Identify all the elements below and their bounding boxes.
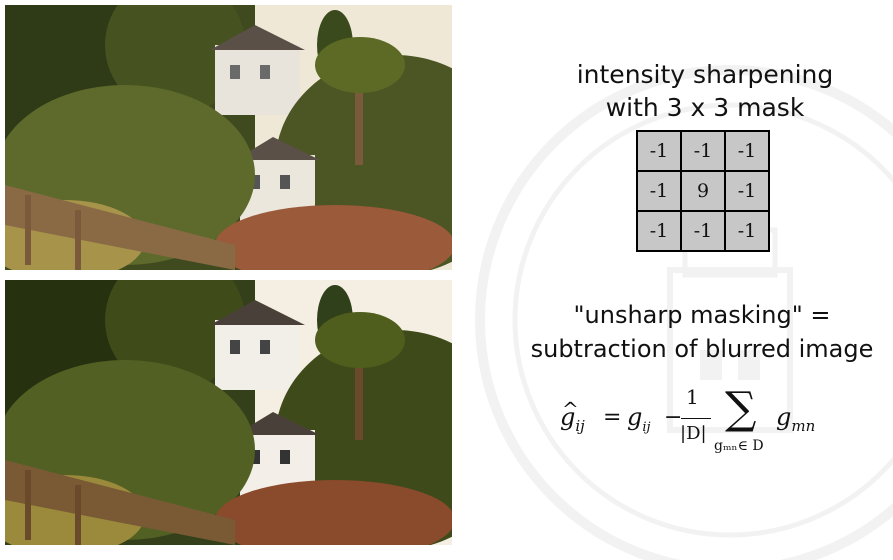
formula-minus: − [664,405,683,430]
mask-cell: -1 [724,170,770,212]
formula-denominator: |D| [680,423,707,444]
sharpening-mask-grid: -1 -1 -1 -1 9 -1 -1 -1 -1 [636,130,770,252]
mask-cell: -1 [724,210,770,252]
mask-cell: -1 [680,130,726,172]
formula-term: gmn [776,403,815,435]
formula-sum-symbol: ∑ [725,383,757,434]
formula-lhs-g: g [560,403,576,431]
formula-term-sub: mn [791,416,816,435]
formula-g-symbol: g [627,403,643,431]
formula-g-sub: ij [642,419,651,435]
formula-g: gij [627,403,651,435]
formula-term-g: g [776,403,792,431]
sharpening-title-line1: intensity sharpening [576,60,834,89]
mask-cell: -1 [680,210,726,252]
mask-cell: -1 [724,130,770,172]
original-photo-image [5,5,452,270]
formula-fraction-bar [681,418,711,419]
mask-row: -1 -1 -1 [636,130,770,172]
mask-row: -1 9 -1 [636,170,770,212]
sharpened-photo [5,280,452,545]
formula-equals: = [603,405,622,430]
formula-numerator: 1 [686,385,699,409]
unsharp-formula: ^ gij = gij − 1 |D| ∑ gₘₙ∈ D gmn [560,385,860,465]
original-photo [5,5,452,270]
unsharp-masking-caption: "unsharp masking" = subtraction of blurr… [512,298,892,366]
mask-cell: 9 [680,170,726,212]
sharpened-photo-image [5,280,452,545]
formula-sum-subscript: gₘₙ∈ D [714,438,764,454]
sharpening-title: intensity sharpening with 3 x 3 mask [545,58,865,124]
formula-lhs: ^ gij [560,397,585,435]
unsharp-line2: subtraction of blurred image [530,335,874,363]
formula-lhs-sub: ij [575,416,585,435]
mask-row: -1 -1 -1 [636,210,770,252]
unsharp-line1: "unsharp masking" = [573,301,831,329]
mask-cell: -1 [636,210,682,252]
mask-cell: -1 [636,130,682,172]
mask-cell: -1 [636,170,682,212]
sharpening-title-line2: with 3 x 3 mask [605,93,805,122]
formula-hat: ^ [562,397,579,421]
